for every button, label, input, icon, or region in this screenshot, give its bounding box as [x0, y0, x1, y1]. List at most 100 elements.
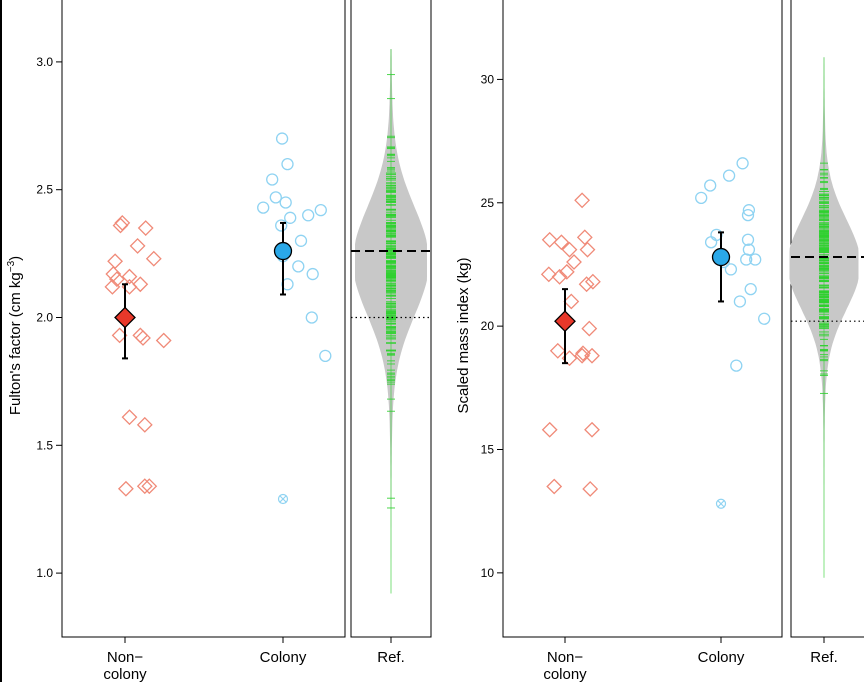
data-point — [314, 203, 327, 217]
data-point — [730, 359, 743, 372]
data-point — [581, 320, 598, 337]
y-tick-label: 20 — [481, 319, 495, 333]
data-point — [576, 229, 593, 246]
data-point — [302, 209, 315, 222]
data-point — [546, 478, 563, 495]
y-tick-label: 25 — [481, 196, 495, 210]
data-point — [114, 215, 131, 231]
y-tick-label: 3.0 — [36, 55, 53, 69]
data-point — [117, 480, 134, 497]
data-point — [281, 157, 294, 171]
data-point — [558, 263, 575, 280]
data-point — [574, 192, 591, 209]
outlier-cross — [279, 495, 287, 503]
category-label: Ref. — [377, 649, 405, 666]
category-label: Colony — [260, 649, 307, 666]
reference-frame — [790, 0, 864, 638]
outlier-circle — [715, 498, 727, 509]
category-label: Ref. — [810, 649, 838, 666]
data-point — [108, 271, 125, 288]
data-point — [749, 253, 762, 266]
data-point — [269, 191, 282, 204]
data-point — [742, 243, 756, 256]
y-tick-label: 30 — [481, 72, 495, 86]
category-label: Non− — [107, 649, 144, 666]
data-point — [561, 241, 578, 258]
y-tick-label: 15 — [481, 442, 495, 456]
data-point — [741, 208, 755, 222]
data-point — [744, 282, 757, 296]
data-point — [563, 293, 580, 310]
y-axis-label-text: Scaled mass index (kg) — [455, 258, 472, 414]
data-point — [136, 478, 153, 495]
data-point — [540, 266, 557, 283]
data-point — [136, 416, 153, 433]
data-point — [742, 204, 756, 217]
data-point — [722, 169, 736, 182]
data-point — [578, 276, 595, 293]
y-tick-label: 2.0 — [36, 311, 53, 325]
data-point — [695, 191, 708, 204]
mean-marker — [273, 241, 293, 261]
mean-marker — [711, 247, 731, 267]
panel-scaled-mass-index: 10 15 20 25 30 Scaled mass index (kg) Non−colo… — [455, 0, 864, 683]
data-point — [284, 211, 297, 224]
data-point — [733, 295, 747, 308]
data-point — [107, 253, 124, 270]
data-point — [736, 157, 749, 170]
data-point — [121, 268, 138, 285]
y-axis-label: Fulton's factor (cm kg−3) — [6, 256, 24, 415]
y-axis-label: Scaled mass index (kg) — [455, 258, 472, 414]
y-tick-label: 1.0 — [36, 566, 53, 580]
category-label: colony — [543, 666, 587, 682]
data-point — [541, 231, 558, 248]
data-point — [582, 481, 599, 497]
category-label: Colony — [698, 649, 745, 666]
y-axis-label-text: Fulton's factor (cm kg — [7, 272, 24, 415]
data-point — [135, 330, 151, 346]
data-point — [292, 260, 305, 273]
data-point — [584, 273, 601, 290]
data-point — [584, 421, 600, 438]
data-point — [257, 201, 270, 214]
y-tick-label: 10 — [481, 566, 495, 580]
outlier-point — [715, 498, 727, 509]
data-point — [129, 238, 146, 254]
data-point — [137, 220, 154, 236]
data-point — [294, 234, 308, 247]
category-label: colony — [103, 666, 147, 682]
category-label: Non− — [547, 649, 584, 666]
data-point — [155, 332, 172, 349]
data-point — [319, 349, 332, 362]
reference-distribution — [355, 49, 427, 594]
data-point — [266, 173, 279, 186]
data-point — [549, 342, 566, 359]
data-point — [741, 233, 755, 246]
data-point — [145, 250, 162, 267]
data-point — [141, 478, 158, 495]
data-point — [305, 311, 318, 324]
data-point — [551, 268, 568, 285]
data-point — [306, 267, 319, 281]
mean-marker — [554, 310, 576, 333]
y-tick-label: 2.5 — [36, 183, 53, 197]
data-point — [566, 254, 582, 270]
y-axis-label-superscript: −3 — [6, 260, 17, 272]
data-point — [579, 241, 596, 258]
data-point — [104, 278, 121, 295]
y-axis-label-close: ) — [7, 256, 24, 261]
data-point — [574, 347, 591, 364]
plot-frame — [502, 0, 783, 638]
data-point — [704, 179, 717, 192]
reference-distribution — [789, 57, 859, 578]
panel-fulton-factor: 1.0 1.5 2.0 2.5 3.0 Fulton's factor (cm kg−3)… — [6, 0, 432, 683]
data-point — [553, 234, 570, 251]
outlier-circle — [277, 493, 289, 505]
data-point — [541, 421, 558, 438]
outlier-cross — [717, 500, 725, 508]
data-point — [132, 276, 149, 293]
data-point — [279, 196, 292, 209]
data-point — [275, 132, 289, 145]
